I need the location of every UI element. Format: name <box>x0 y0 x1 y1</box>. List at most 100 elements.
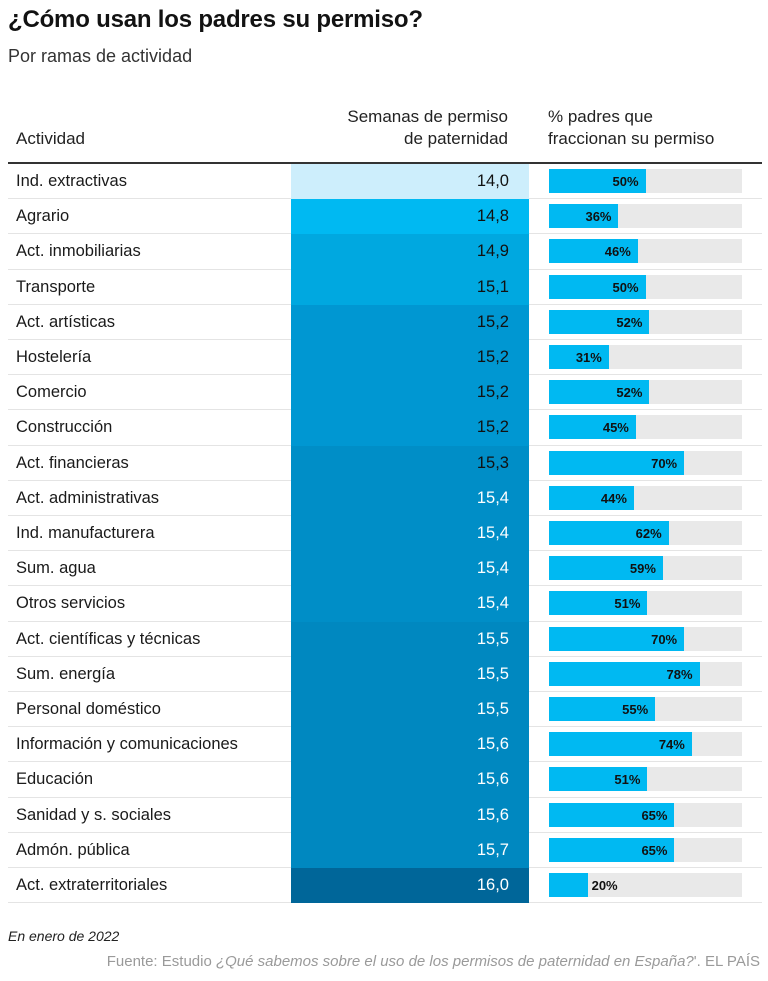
bar-track <box>549 767 742 792</box>
pct-bar <box>549 837 675 862</box>
table-row: Act. extraterritoriales 16,0 20% <box>8 868 762 904</box>
table-row: Act. científicas y técnicas 15,5 70% <box>8 621 762 657</box>
footnote: En enero de 2022 <box>8 928 120 944</box>
bar-track <box>549 239 742 264</box>
table-row: Hostelería 15,2 31% <box>8 340 762 376</box>
weeks-cell: 15,2 <box>291 375 529 411</box>
weeks-cell: 15,6 <box>291 727 529 763</box>
column-header-semanas-line2: de paternidad <box>404 129 508 148</box>
pct-label: 44% <box>600 490 627 506</box>
table-row: Act. financieras 15,3 70% <box>8 445 762 481</box>
row-label: Hostelería <box>16 348 92 366</box>
column-header-actividad: Actividad <box>16 129 85 148</box>
pct-label: 65% <box>641 807 668 823</box>
weeks-cell: 15,6 <box>291 797 529 833</box>
source-study: ¿Qué sabemos sobre el uso de los permiso… <box>215 953 694 970</box>
pct-bar <box>549 485 634 510</box>
pct-bar <box>549 767 648 792</box>
bar-track <box>549 309 742 334</box>
table-row: Transporte 15,1 50% <box>8 269 762 305</box>
table-row: Act. administrativas 15,4 44% <box>8 480 762 516</box>
row-label: Act. científicas y técnicas <box>16 629 201 648</box>
pct-bar <box>549 626 685 651</box>
pct-bar <box>549 697 656 721</box>
row-label: Act. extraterritoriales <box>16 876 168 894</box>
row-label: Sum. agua <box>16 559 96 578</box>
pct-label: 62% <box>635 526 662 541</box>
bar-track <box>549 169 742 193</box>
weeks-cell: 14,9 <box>291 234 529 270</box>
pct-bar <box>549 169 646 193</box>
table-row: Personal doméstico 15,5 55% <box>8 692 762 728</box>
table-row: Educación 15,6 51% <box>8 762 762 798</box>
weeks-cell: 15,4 <box>291 516 529 552</box>
bar-track <box>549 802 742 827</box>
column-header-pct: % padres que fraccionan su permiso <box>548 106 714 150</box>
bar-track <box>549 521 742 545</box>
pct-bar <box>549 802 675 827</box>
row-label: Sum. energía <box>16 664 116 683</box>
row-label: Act. inmobiliarias <box>16 242 141 261</box>
pct-bar <box>549 415 636 440</box>
row-label: Personal doméstico <box>16 700 161 718</box>
weeks-cell: 15,5 <box>291 692 529 728</box>
row-label: Ind. extractivas <box>16 172 127 190</box>
weeks-cell: 15,2 <box>291 340 529 376</box>
table-row: Sanidad y s. sociales 15,6 65% <box>8 797 762 833</box>
pct-label: 50% <box>612 174 639 189</box>
pct-bar <box>549 204 619 229</box>
bar-track <box>549 732 742 757</box>
weeks-cell: 15,6 <box>291 762 529 798</box>
weeks-cell: 15,4 <box>291 586 529 622</box>
bar-track <box>549 661 742 686</box>
pct-label: 74% <box>658 737 685 753</box>
pct-label: 51% <box>614 596 641 612</box>
table-row: Act. inmobiliarias 14,9 46% <box>8 234 762 270</box>
pct-bar <box>549 732 692 757</box>
column-header-semanas: Semanas de permiso de paternidad <box>300 106 508 150</box>
pct-bar <box>549 239 638 264</box>
weeks-cell: 15,4 <box>291 480 529 516</box>
pct-bar <box>549 274 646 299</box>
chart-subtitle: Por ramas de actividad <box>8 46 193 66</box>
column-header-pct-line1: % padres que <box>548 107 653 126</box>
pct-label: 20% <box>591 878 618 893</box>
weeks-cell: 15,2 <box>291 304 529 340</box>
column-header-semanas-line1: Semanas de permiso <box>347 107 508 126</box>
table-row: Admón. pública 15,7 65% <box>8 832 762 868</box>
pct-bar <box>549 380 650 405</box>
pct-label: 70% <box>651 455 678 471</box>
pct-bar <box>549 556 663 581</box>
table-row: Otros servicios 15,4 51% <box>8 586 762 622</box>
weeks-cell: 15,3 <box>291 445 529 481</box>
weeks-cell: 15,7 <box>291 832 529 868</box>
row-label: Construcción <box>16 418 113 437</box>
pct-bar <box>549 873 588 897</box>
table-row: Sum. energía 15,5 78% <box>8 656 762 692</box>
row-label: Información y comunicaciones <box>16 735 238 754</box>
table-row: Información y comunicaciones 15,6 74% <box>8 727 762 763</box>
row-label: Act. artísticas <box>16 312 116 331</box>
weeks-cell: 14,0 <box>291 164 529 200</box>
pct-bar <box>549 661 700 686</box>
pct-label: 45% <box>602 420 629 436</box>
bar-track <box>549 415 742 440</box>
bar-track <box>549 485 742 510</box>
row-label: Act. administrativas <box>16 488 160 507</box>
table-row: Sum. agua 15,4 59% <box>8 551 762 587</box>
weeks-cell: 15,4 <box>291 551 529 587</box>
bar-track <box>549 204 742 229</box>
table-row: Ind. extractivas 14,0 50% <box>8 164 762 200</box>
pct-bar <box>549 309 650 334</box>
row-label: Comercio <box>16 383 87 402</box>
row-label: Admón. pública <box>16 840 130 859</box>
row-label: Ind. manufacturera <box>16 524 155 542</box>
bar-track <box>549 380 742 405</box>
weeks-cell: 15,2 <box>291 410 529 446</box>
pct-label: 65% <box>641 842 668 858</box>
pct-label: 78% <box>666 666 693 682</box>
row-label: Transporte <box>16 277 96 296</box>
bar-track <box>549 626 742 651</box>
pct-label: 31% <box>575 350 602 365</box>
bar-track <box>549 345 742 369</box>
